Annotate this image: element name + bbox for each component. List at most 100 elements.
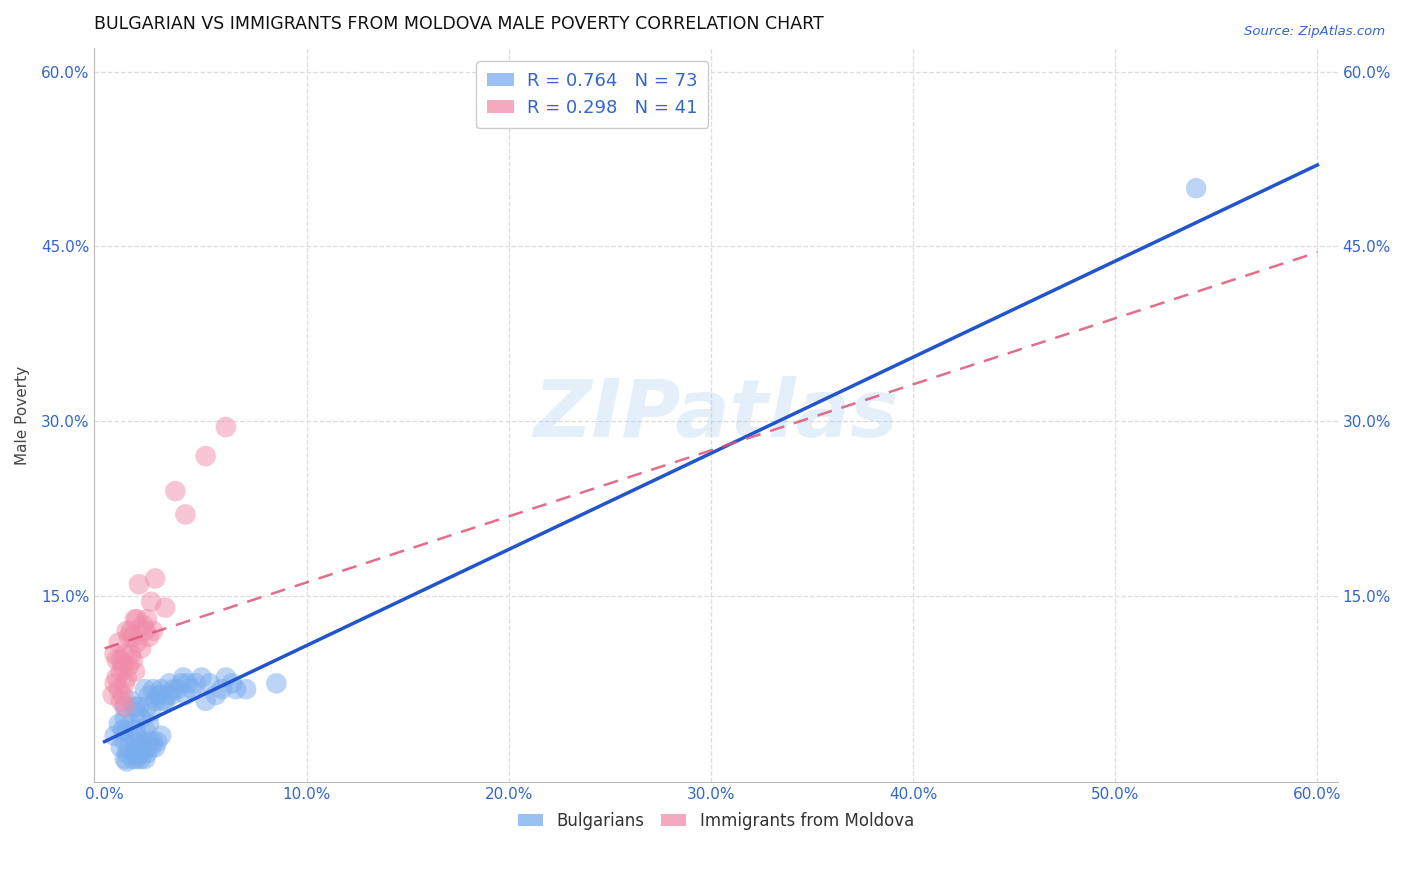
Point	[174, 688, 197, 702]
Point	[148, 688, 170, 702]
Point	[115, 746, 138, 760]
Point	[136, 746, 159, 760]
Point	[146, 688, 169, 702]
Point	[134, 624, 156, 638]
Point	[235, 682, 257, 697]
Point	[180, 682, 202, 697]
Point	[136, 612, 159, 626]
Point	[110, 694, 132, 708]
Point	[143, 740, 166, 755]
Point	[110, 653, 132, 667]
Point	[115, 671, 138, 685]
Point	[134, 740, 156, 755]
Point	[118, 658, 141, 673]
Point	[115, 755, 138, 769]
Point	[162, 682, 184, 697]
Point	[204, 688, 226, 702]
Point	[157, 676, 180, 690]
Point	[128, 699, 150, 714]
Point	[125, 740, 148, 755]
Point	[118, 630, 141, 644]
Point	[139, 595, 162, 609]
Point	[129, 734, 152, 748]
Point	[118, 740, 141, 755]
Point	[124, 612, 146, 626]
Point	[198, 676, 221, 690]
Point	[184, 676, 207, 690]
Point	[107, 717, 129, 731]
Point	[139, 740, 162, 755]
Point	[174, 508, 197, 522]
Point	[143, 572, 166, 586]
Point	[1185, 181, 1208, 195]
Point	[125, 729, 148, 743]
Legend: Bulgarians, Immigrants from Moldova: Bulgarians, Immigrants from Moldova	[512, 805, 921, 837]
Point	[114, 699, 136, 714]
Point	[129, 752, 152, 766]
Point	[134, 723, 156, 737]
Point	[128, 746, 150, 760]
Point	[142, 624, 165, 638]
Point	[115, 624, 138, 638]
Point	[138, 717, 160, 731]
Point	[107, 682, 129, 697]
Point	[266, 676, 288, 690]
Point	[114, 752, 136, 766]
Point	[221, 676, 243, 690]
Point	[125, 706, 148, 720]
Point	[138, 688, 160, 702]
Point	[120, 717, 142, 731]
Point	[104, 729, 127, 743]
Point	[104, 647, 127, 661]
Point	[142, 682, 165, 697]
Point	[107, 635, 129, 649]
Point	[124, 746, 146, 760]
Point	[190, 671, 212, 685]
Point	[136, 699, 159, 714]
Point	[110, 665, 132, 679]
Y-axis label: Male Poverty: Male Poverty	[15, 366, 30, 465]
Point	[101, 688, 124, 702]
Point	[165, 484, 187, 499]
Point	[134, 682, 156, 697]
Text: Source: ZipAtlas.com: Source: ZipAtlas.com	[1244, 25, 1385, 38]
Point	[194, 694, 217, 708]
Point	[194, 449, 217, 463]
Point	[124, 723, 146, 737]
Point	[143, 694, 166, 708]
Point	[172, 671, 194, 685]
Point	[211, 682, 233, 697]
Point	[134, 752, 156, 766]
Point	[150, 729, 173, 743]
Point	[124, 734, 146, 748]
Point	[114, 711, 136, 725]
Point	[111, 688, 134, 702]
Point	[124, 699, 146, 714]
Point	[166, 682, 188, 697]
Point	[122, 752, 145, 766]
Point	[105, 671, 128, 685]
Point	[146, 734, 169, 748]
Point	[129, 711, 152, 725]
Point	[114, 676, 136, 690]
Point	[128, 577, 150, 591]
Point	[138, 630, 160, 644]
Point	[132, 746, 155, 760]
Point	[120, 647, 142, 661]
Point	[111, 658, 134, 673]
Point	[122, 653, 145, 667]
Point	[155, 600, 177, 615]
Point	[129, 641, 152, 656]
Point	[160, 688, 183, 702]
Point	[125, 635, 148, 649]
Point	[125, 612, 148, 626]
Point	[125, 752, 148, 766]
Text: ZIPatlas: ZIPatlas	[533, 376, 898, 454]
Text: BULGARIAN VS IMMIGRANTS FROM MOLDOVA MALE POVERTY CORRELATION CHART: BULGARIAN VS IMMIGRANTS FROM MOLDOVA MAL…	[94, 15, 824, 33]
Point	[114, 734, 136, 748]
Point	[150, 682, 173, 697]
Point	[142, 734, 165, 748]
Point	[122, 630, 145, 644]
Point	[225, 682, 247, 697]
Point	[114, 723, 136, 737]
